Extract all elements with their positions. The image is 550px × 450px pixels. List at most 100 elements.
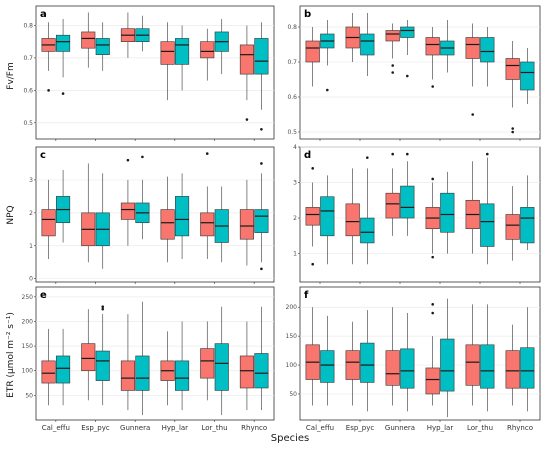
outlier-point bbox=[260, 127, 263, 131]
box-f-Gunnera-1 bbox=[385, 307, 400, 406]
box-c-Hyp_lar-1 bbox=[160, 176, 175, 263]
outlier-point bbox=[486, 152, 489, 156]
box-f-Lor_thu-2 bbox=[480, 304, 495, 412]
x-tick-label: Rhynco bbox=[507, 424, 533, 432]
box-b-Esp_pyc-1 bbox=[345, 13, 360, 62]
box-c-Rhynco-1 bbox=[239, 179, 254, 266]
box-body bbox=[505, 58, 520, 80]
box-f-Gunnera-2 bbox=[400, 313, 415, 412]
box-body bbox=[360, 33, 375, 56]
box-e-Lor_thu-2 bbox=[214, 306, 229, 416]
box-body bbox=[360, 342, 375, 383]
box-d-Gunnera-1 bbox=[385, 152, 400, 236]
box-body bbox=[480, 344, 495, 389]
box-a-Gunnera-2 bbox=[135, 15, 150, 52]
box-c-Lor_thu-1 bbox=[200, 152, 215, 259]
x-tick-label: Rhynco bbox=[241, 424, 267, 432]
xlabel: Species bbox=[271, 433, 310, 444]
outlier-point bbox=[391, 152, 395, 156]
x-tick-label: Gunnera bbox=[120, 424, 150, 432]
outlier-point bbox=[101, 307, 105, 311]
box-b-Lor_thu-1 bbox=[465, 23, 480, 116]
box-body bbox=[95, 350, 110, 381]
outlier-point bbox=[311, 262, 315, 266]
box-a-Cal_effu-2 bbox=[56, 18, 71, 95]
box-e-Cal_effu-2 bbox=[56, 328, 71, 406]
box-body bbox=[505, 214, 520, 240]
x-tick-label: Esp_pyc bbox=[81, 424, 110, 432]
box-body bbox=[360, 217, 375, 244]
y-tick-label: 0.8 bbox=[287, 24, 297, 31]
y-tick-label: 0 bbox=[29, 276, 33, 283]
y-tick-label: 50 bbox=[289, 391, 297, 398]
y-tick-label: 0.5 bbox=[23, 120, 33, 127]
outlier-point bbox=[260, 162, 263, 165]
panel-f: 50 100 150 200 Cal_effu Esp_pyc Gunnera Hyp_lar… bbox=[286, 286, 541, 432]
box-body bbox=[320, 196, 335, 237]
box-body bbox=[345, 203, 360, 237]
panel-letter: d bbox=[304, 150, 311, 161]
box-c-Cal_effu-2 bbox=[56, 170, 71, 243]
outlier-point bbox=[141, 155, 144, 159]
box-body bbox=[400, 185, 415, 219]
box-a-Rhynco-2 bbox=[254, 22, 269, 131]
panel-letter: a bbox=[40, 9, 47, 20]
x-tick-label: Hyp_lar bbox=[427, 424, 454, 432]
box-b-Rhynco-1 bbox=[505, 41, 520, 134]
outlier-point bbox=[366, 156, 369, 159]
box-body bbox=[440, 192, 455, 233]
box-d-Hyp_lar-2 bbox=[440, 171, 455, 254]
box-e-Cal_effu-1 bbox=[41, 328, 56, 406]
x-tick-label: Cal_effu bbox=[306, 424, 334, 432]
box-d-Gunnera-2 bbox=[400, 152, 415, 236]
box-body bbox=[400, 26, 415, 38]
box-body bbox=[81, 343, 96, 372]
box-body bbox=[520, 207, 535, 244]
box-f-Esp_pyc-2 bbox=[360, 310, 375, 412]
outlier-point bbox=[431, 255, 435, 259]
outlier-point bbox=[61, 92, 65, 95]
box-f-Hyp_lar-2 bbox=[440, 298, 455, 418]
y-tick-label: 0.5 bbox=[287, 129, 297, 136]
box-f-Rhynco-2 bbox=[520, 307, 535, 412]
box-a-Lor_thu-1 bbox=[200, 28, 215, 81]
box-body bbox=[385, 192, 400, 219]
box-d-Cal_effu-2 bbox=[320, 175, 335, 265]
box-body bbox=[175, 38, 190, 65]
box-body bbox=[254, 209, 269, 233]
box-d-Lor_thu-2 bbox=[480, 152, 495, 265]
box-c-Esp_pyc-1 bbox=[81, 163, 96, 263]
box-body bbox=[305, 207, 320, 226]
panel-c: 0 1 2 3 c bbox=[29, 146, 275, 284]
box-body bbox=[305, 40, 320, 63]
outlier-point bbox=[205, 152, 209, 155]
y-tick-label: 150 bbox=[286, 333, 298, 340]
y-tick-label: 250 bbox=[22, 294, 34, 301]
panels: 0.5 0.6 0.7 0.8 a 0.5 0.6 0.7 0.8 b 0 1 2 3 c 1 2 3 4d 50 10… bbox=[22, 5, 541, 432]
x-tick-label: Esp_pyc bbox=[346, 424, 375, 432]
box-e-Hyp_lar-1 bbox=[160, 331, 175, 406]
box-e-Hyp_lar-2 bbox=[175, 321, 190, 411]
panel-letter: c bbox=[40, 150, 46, 161]
box-e-Rhynco-2 bbox=[254, 306, 269, 411]
outlier-point bbox=[471, 113, 475, 116]
outlier-point bbox=[431, 177, 435, 181]
box-body bbox=[200, 212, 215, 237]
box-body bbox=[56, 34, 71, 52]
panel-frame bbox=[35, 286, 275, 421]
box-e-Rhynco-1 bbox=[239, 321, 254, 411]
outlier-point bbox=[47, 89, 50, 92]
box-d-Rhynco-1 bbox=[505, 186, 520, 261]
box-c-Cal_effu-1 bbox=[41, 179, 56, 259]
outlier-point bbox=[245, 118, 249, 121]
y-tick-label: 200 bbox=[286, 304, 298, 311]
y-tick-label: 3 bbox=[293, 180, 297, 187]
panel-frame bbox=[35, 5, 275, 140]
box-f-Cal_effu-2 bbox=[320, 315, 335, 406]
y-tick-label: 100 bbox=[22, 368, 34, 375]
panel-b: 0.5 0.6 0.7 0.8 b bbox=[287, 5, 541, 141]
box-c-Hyp_lar-2 bbox=[175, 173, 190, 259]
x-tick-label: Lor_thu bbox=[467, 424, 493, 432]
box-a-Hyp_lar-2 bbox=[175, 25, 190, 91]
panel-letter: e bbox=[40, 290, 47, 301]
